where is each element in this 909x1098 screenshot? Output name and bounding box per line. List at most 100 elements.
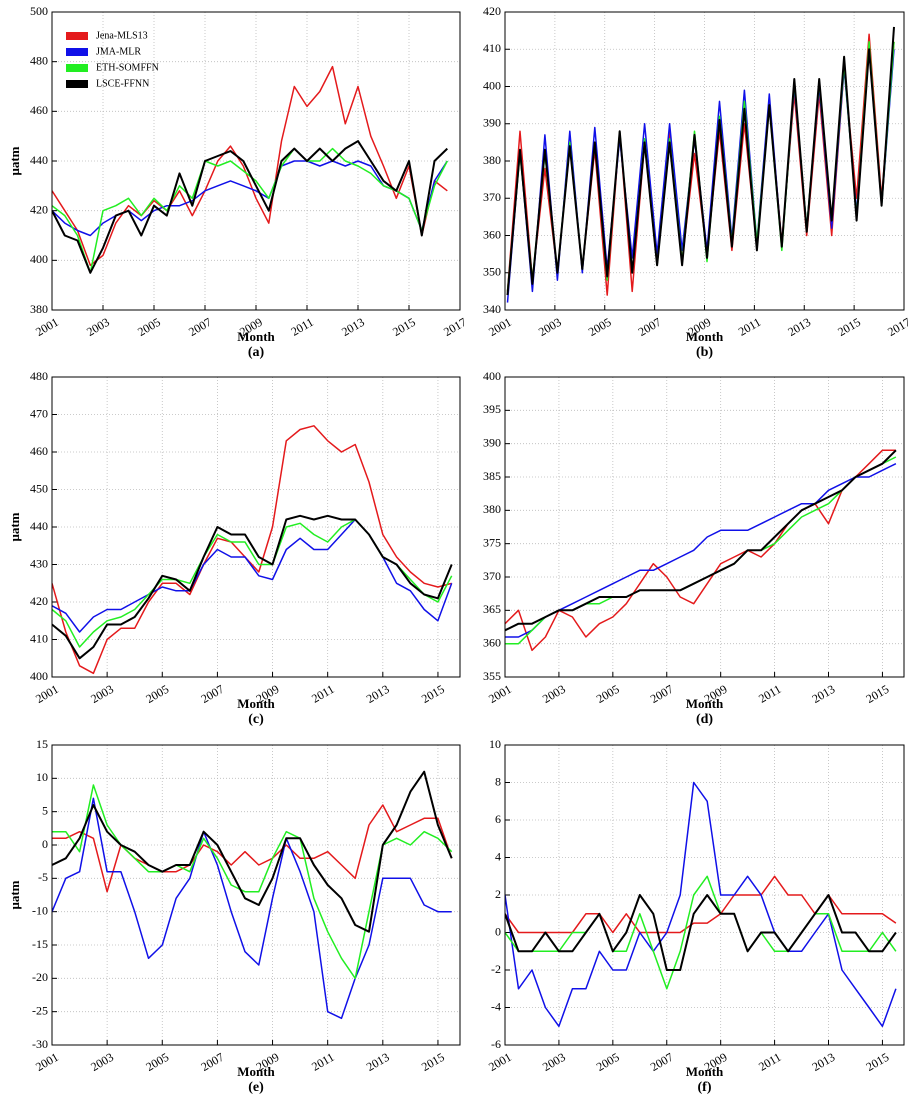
x-tick-label: 2005 [594, 682, 622, 706]
y-tick-label: 4 [495, 849, 501, 863]
x-tick-label: 2005 [594, 1050, 622, 1074]
series-line [505, 781, 897, 1028]
panel: 400 410 420 430 440 450 460 470 480 2001 2003 2005 2… [7, 369, 461, 727]
x-tick-label: 2003 [536, 315, 564, 339]
x-tick-label: 2013 [364, 682, 392, 706]
y-tick-label: 8 [495, 774, 501, 788]
x-axis-label: Month [686, 1064, 724, 1079]
y-tick-label: -20 [32, 970, 48, 984]
x-tick-label: 2017 [885, 315, 909, 339]
x-tick-label: 2001 [486, 1050, 514, 1074]
y-tick-label: 365 [483, 602, 501, 616]
y-tick-label: 10 [36, 770, 48, 784]
y-tick-label: -6 [491, 1037, 501, 1051]
y-tick-label: 410 [30, 631, 48, 645]
panel-caption: (c) [248, 712, 264, 727]
x-axis-label: Month [237, 329, 275, 344]
x-axis-label: Month [237, 1064, 275, 1079]
x-tick-label: 2001 [486, 315, 514, 339]
x-tick-label: 2005 [135, 315, 163, 339]
y-tick-label: 420 [30, 594, 48, 608]
series-line [52, 425, 452, 675]
series-line [506, 26, 895, 296]
plot-frame [504, 744, 905, 1046]
y-tick-label: 5 [42, 803, 48, 817]
y-tick-label: 15 [36, 737, 48, 751]
y-tick-label: 430 [30, 556, 48, 570]
x-tick-label: 2011 [288, 315, 315, 339]
y-tick-label: 460 [30, 103, 48, 117]
x-tick-label: 2005 [143, 682, 171, 706]
y-tick-label: 470 [30, 406, 48, 420]
y-tick-label: 420 [30, 202, 48, 216]
y-tick-label: -10 [32, 903, 48, 917]
y-tick-label: 400 [30, 252, 48, 266]
y-tick-label: 400 [483, 78, 501, 92]
y-axis-label: μatm [7, 146, 22, 175]
y-tick-label: 450 [30, 481, 48, 495]
series-line [52, 797, 452, 1020]
y-tick-label: 480 [30, 53, 48, 67]
x-tick-label: 2011 [309, 1050, 336, 1074]
series-line [52, 518, 453, 633]
x-tick-label: 2001 [33, 315, 61, 339]
series-line [52, 784, 453, 980]
plot-frame [51, 376, 461, 678]
y-tick-label: 2 [495, 887, 501, 901]
series-line [505, 875, 897, 934]
series-line [52, 518, 453, 648]
series-line [505, 449, 897, 632]
y-tick-label: 420 [483, 4, 501, 18]
x-tick-label: 2007 [198, 682, 226, 706]
y-tick-label: -4 [491, 999, 501, 1013]
x-tick-label: 2001 [486, 682, 514, 706]
series-line [52, 147, 448, 274]
x-tick-label: 2015 [835, 315, 863, 339]
x-tick-label: 2011 [309, 682, 336, 706]
x-tick-label: 2003 [88, 1050, 116, 1074]
x-tick-label: 2007 [648, 1050, 676, 1074]
legend-label: JMA-MLR [96, 46, 141, 57]
y-tick-label: 440 [30, 153, 48, 167]
y-tick-label: 390 [483, 116, 501, 130]
x-tick-label: 2011 [736, 315, 763, 339]
legend-label: Jena-MLS13 [96, 30, 148, 41]
panel: 340 350 360 370 380 390 400 410 420 2001 2003 2005 2… [483, 4, 909, 360]
plot-lines [505, 781, 897, 1028]
x-tick-label: 2003 [540, 1050, 568, 1074]
y-tick-label: 385 [483, 469, 501, 483]
panel: 355 360 365 370 375 380 385 390 395 400 2001 2003 20… [483, 369, 905, 727]
x-tick-label: 2003 [540, 682, 568, 706]
x-tick-label: 2017 [441, 315, 469, 339]
panel-caption: (d) [696, 712, 713, 727]
x-tick-label: 2005 [143, 1050, 171, 1074]
x-tick-label: 2007 [198, 1050, 226, 1074]
series-line [52, 65, 448, 267]
x-tick-label: 2015 [864, 1050, 892, 1074]
plot-frame [51, 744, 461, 1046]
plot-lines [52, 65, 448, 274]
x-tick-label: 2015 [419, 682, 447, 706]
y-tick-label: 380 [483, 502, 501, 516]
series-line [505, 894, 897, 971]
y-tick-label: 400 [30, 669, 48, 683]
panel: -30 -25 -20 -15 -10 -5 0 5 10 15 2001 2003 2005 2007 2… [7, 737, 461, 1095]
x-axis-label: Month [237, 696, 275, 711]
legend-label: ETH-SOMFFN [96, 62, 159, 73]
y-tick-label: -25 [32, 1003, 48, 1017]
panel-caption: (a) [248, 345, 265, 360]
x-tick-label: 2011 [756, 1050, 783, 1074]
x-tick-label: 2001 [33, 1050, 61, 1074]
plot-frame [504, 11, 905, 311]
series-line [505, 456, 897, 645]
series-line [52, 514, 453, 660]
y-tick-label: 375 [483, 535, 501, 549]
plot-frame [51, 11, 461, 311]
panel-caption: (e) [248, 1080, 264, 1095]
legend-swatch [66, 48, 88, 56]
x-tick-label: 2013 [810, 1050, 838, 1074]
x-tick-label: 2007 [186, 315, 214, 339]
y-tick-label: -5 [38, 870, 48, 884]
